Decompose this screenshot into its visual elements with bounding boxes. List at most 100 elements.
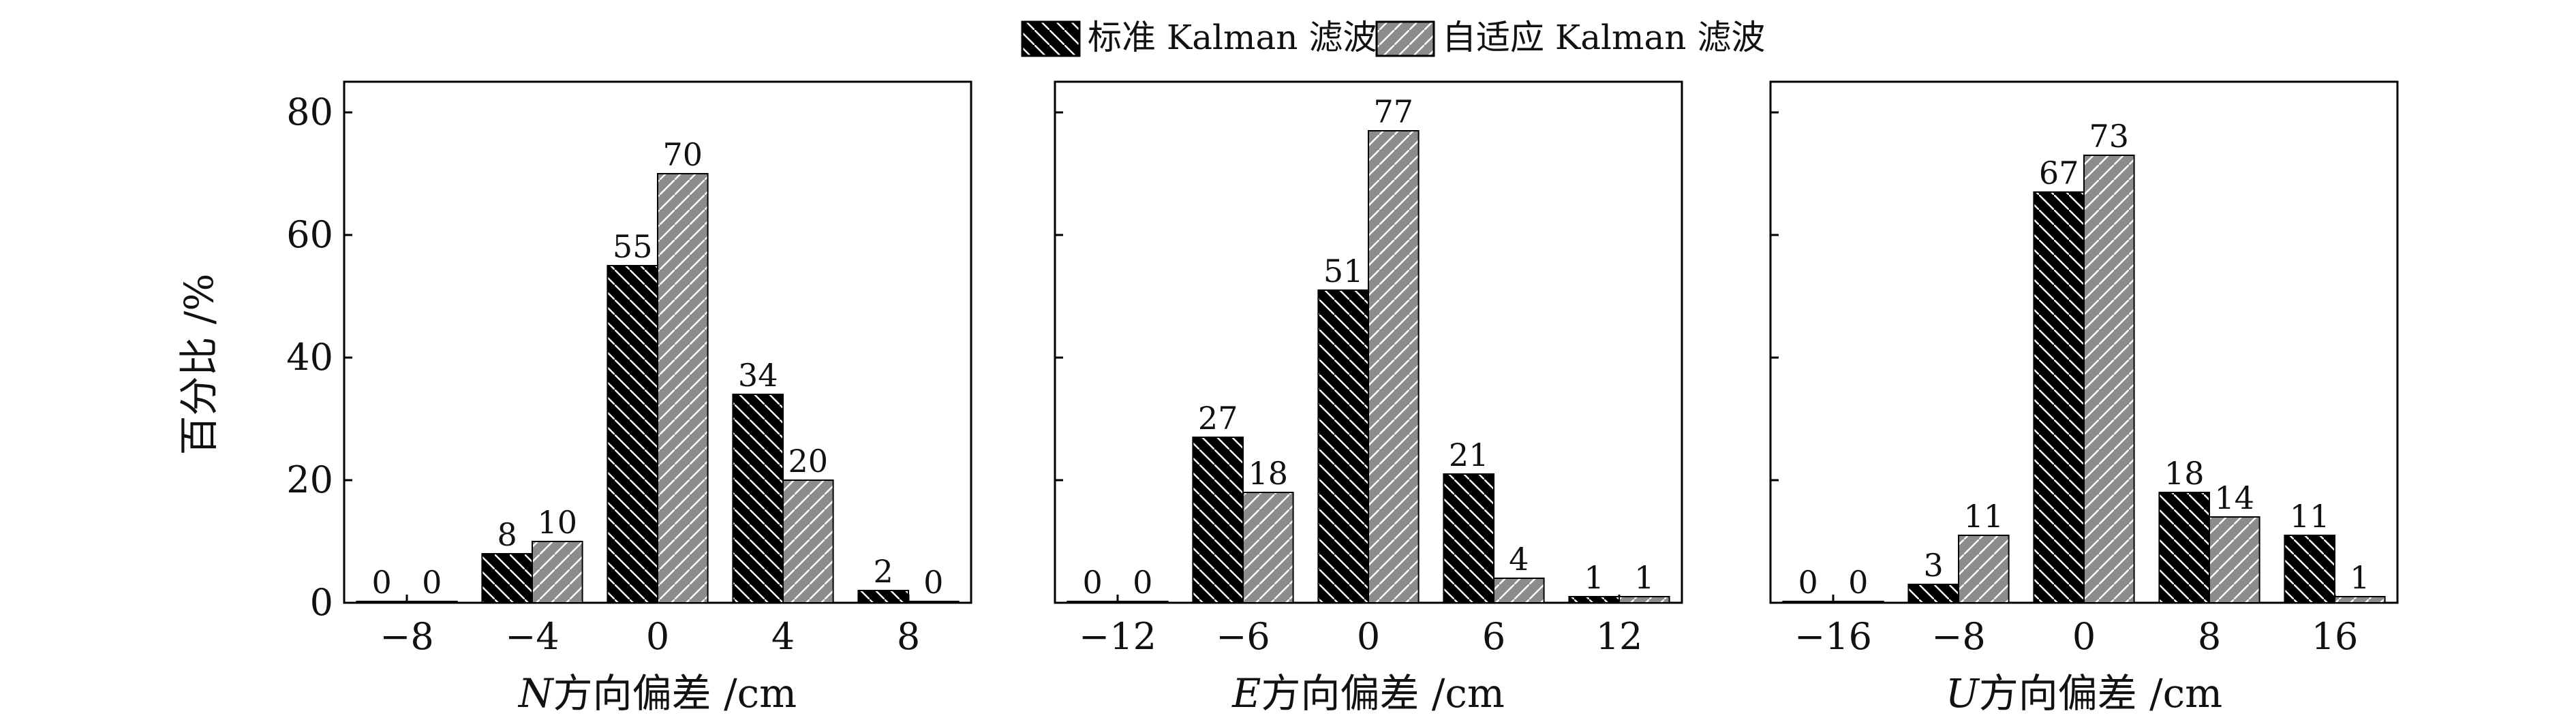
bar-u-standard bbox=[1907, 584, 1959, 603]
bar-label-n-adaptive: 70 bbox=[663, 136, 703, 173]
bar-label-u-standard: 11 bbox=[2290, 498, 2330, 535]
x-tick-label-u: 8 bbox=[2198, 615, 2221, 658]
bar-label-n-adaptive: 0 bbox=[422, 564, 442, 601]
x-axis-title-n: N方向偏差 /cm bbox=[517, 670, 797, 717]
x-axis-label-u: 方向偏差 /cm bbox=[1979, 670, 2222, 717]
bar-u-standard bbox=[2284, 535, 2335, 603]
bar-n-standard bbox=[481, 553, 534, 603]
bar-e-adaptive bbox=[1619, 596, 1670, 603]
bar-e-adaptive bbox=[1493, 578, 1545, 603]
bar-label-n-standard: 0 bbox=[372, 564, 392, 601]
bar-u-adaptive bbox=[1833, 601, 1884, 603]
x-tick-label-e: 0 bbox=[1357, 615, 1380, 658]
bar-label-e-standard: 21 bbox=[1449, 437, 1489, 473]
legend-item-standard: 标准 Kalman 滤波 bbox=[1021, 18, 1377, 57]
bar-n-adaptive bbox=[908, 601, 960, 603]
bar-u-standard bbox=[1782, 601, 1834, 603]
bar-label-u-adaptive: 1 bbox=[2350, 559, 2370, 596]
bar-n-standard bbox=[607, 265, 659, 603]
x-tick-label-u: 0 bbox=[2072, 615, 2096, 658]
bar-u-adaptive bbox=[1958, 535, 2010, 603]
bar-n-standard bbox=[732, 394, 784, 603]
bar-n-adaptive bbox=[657, 173, 709, 603]
legend-label-adaptive: 自适应 Kalman 滤波 bbox=[1442, 18, 1765, 57]
bar-n-adaptive bbox=[532, 541, 583, 603]
bar-label-u-adaptive: 73 bbox=[2089, 118, 2130, 155]
legend: 标准 Kalman 滤波 自适应 Kalman 滤波 bbox=[1021, 18, 1765, 57]
bar-label-n-adaptive: 0 bbox=[923, 564, 943, 601]
legend-swatch-standard bbox=[1021, 20, 1081, 57]
x-axis-var-u: U bbox=[1946, 670, 1980, 717]
bar-label-n-adaptive: 20 bbox=[788, 443, 829, 479]
bar-e-standard bbox=[1568, 596, 1620, 603]
bar-n-standard bbox=[356, 601, 408, 603]
bar-n-standard bbox=[857, 590, 910, 603]
x-tick-label-e: 12 bbox=[1596, 615, 1643, 658]
bar-label-u-standard: 0 bbox=[1798, 564, 1818, 601]
x-tick-label-u: −8 bbox=[1931, 615, 1986, 658]
y-tick-label-n: 20 bbox=[286, 458, 333, 501]
x-axis-label-n: 方向偏差 /cm bbox=[553, 670, 797, 717]
bar-e-adaptive bbox=[1117, 601, 1169, 603]
bar-label-u-standard: 3 bbox=[1924, 547, 1944, 584]
bar-label-e-standard: 1 bbox=[1584, 559, 1604, 596]
y-tick-label-n: 0 bbox=[310, 581, 333, 624]
bar-label-e-standard: 27 bbox=[1198, 400, 1238, 437]
bar-label-e-adaptive: 4 bbox=[1509, 541, 1529, 578]
bar-label-n-standard: 55 bbox=[613, 228, 653, 265]
y-tick-label-n: 80 bbox=[286, 91, 333, 133]
bar-e-standard bbox=[1317, 289, 1370, 603]
bar-u-adaptive bbox=[2083, 155, 2135, 603]
bar-e-adaptive bbox=[1242, 492, 1294, 603]
bar-e-standard bbox=[1067, 601, 1119, 603]
legend-item-adaptive: 自适应 Kalman 滤波 bbox=[1375, 18, 1765, 57]
bar-e-standard bbox=[1443, 473, 1494, 603]
y-tick-label-n: 60 bbox=[286, 213, 333, 256]
bar-label-e-standard: 51 bbox=[1323, 253, 1364, 289]
x-tick-label-u: 16 bbox=[2312, 615, 2359, 658]
x-tick-label-n: −8 bbox=[380, 615, 434, 658]
bar-e-adaptive bbox=[1368, 130, 1420, 603]
bar-e-standard bbox=[1192, 437, 1244, 603]
bar-label-n-standard: 2 bbox=[874, 553, 893, 590]
bar-label-n-standard: 34 bbox=[738, 357, 778, 394]
bar-label-u-adaptive: 14 bbox=[2215, 479, 2255, 516]
bar-label-u-adaptive: 0 bbox=[1848, 564, 1868, 601]
bar-label-u-standard: 67 bbox=[2039, 155, 2079, 191]
x-tick-label-e: −6 bbox=[1216, 615, 1270, 658]
x-tick-label-n: 4 bbox=[771, 615, 795, 658]
x-axis-title-u: U方向偏差 /cm bbox=[1946, 670, 2222, 717]
legend-label-standard: 标准 Kalman 滤波 bbox=[1088, 18, 1377, 57]
x-axis-var-n: N bbox=[517, 670, 555, 717]
legend-swatch-adaptive bbox=[1375, 20, 1435, 57]
x-axis-title-e: E方向偏差 /cm bbox=[1231, 670, 1505, 717]
bar-n-adaptive bbox=[406, 601, 458, 603]
bar-label-e-adaptive: 0 bbox=[1133, 564, 1152, 601]
bar-label-e-adaptive: 18 bbox=[1248, 455, 1289, 492]
bar-u-adaptive bbox=[2334, 596, 2386, 603]
bar-u-standard bbox=[2158, 492, 2210, 603]
x-axis-var-e: E bbox=[1231, 670, 1261, 717]
bar-n-adaptive bbox=[782, 479, 834, 603]
bar-u-standard bbox=[2033, 191, 2085, 603]
bar-label-n-adaptive: 10 bbox=[538, 504, 578, 541]
bar-label-n-standard: 8 bbox=[497, 516, 517, 553]
bar-label-e-adaptive: 77 bbox=[1374, 93, 1414, 130]
x-tick-label-e: 6 bbox=[1482, 615, 1505, 658]
bar-label-u-standard: 18 bbox=[2164, 455, 2205, 492]
y-axis-title: 百分比 /% bbox=[176, 273, 222, 455]
x-tick-label-n: −4 bbox=[505, 615, 559, 658]
x-tick-label-u: −16 bbox=[1794, 615, 1872, 658]
y-tick-label-n: 40 bbox=[286, 336, 333, 379]
x-tick-label-n: 8 bbox=[897, 615, 920, 658]
x-axis-label-e: 方向偏差 /cm bbox=[1261, 670, 1504, 717]
bar-label-e-standard: 0 bbox=[1083, 564, 1103, 601]
bar-u-adaptive bbox=[2209, 516, 2260, 603]
bar-label-e-adaptive: 1 bbox=[1634, 559, 1654, 596]
x-tick-label-n: 0 bbox=[646, 615, 669, 658]
bar-label-u-adaptive: 11 bbox=[1964, 498, 2004, 535]
